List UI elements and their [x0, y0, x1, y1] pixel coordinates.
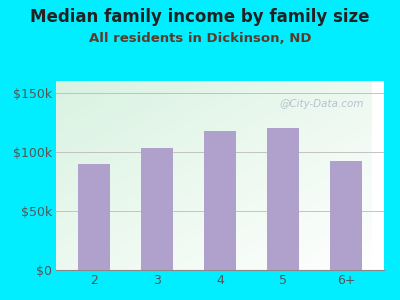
Text: @City-Data.com: @City-Data.com [279, 99, 364, 109]
Bar [204, 130, 236, 270]
Text: Median family income by family size: Median family income by family size [30, 8, 370, 26]
Bar [141, 148, 173, 270]
Text: All residents in Dickinson, ND: All residents in Dickinson, ND [89, 32, 311, 44]
Bar [330, 161, 362, 270]
Bar [267, 128, 299, 270]
Bar [78, 164, 110, 270]
